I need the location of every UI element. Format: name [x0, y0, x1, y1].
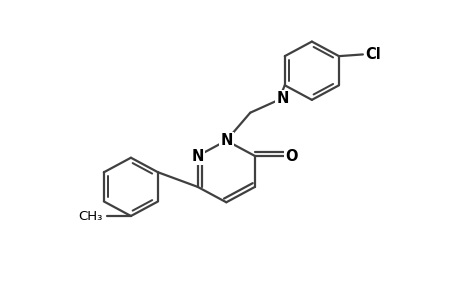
Text: Cl: Cl	[364, 47, 380, 62]
Text: N: N	[276, 91, 288, 106]
Text: CH₃: CH₃	[78, 209, 102, 223]
Text: O: O	[285, 148, 297, 164]
Text: N: N	[220, 133, 232, 148]
Text: N: N	[191, 148, 203, 164]
